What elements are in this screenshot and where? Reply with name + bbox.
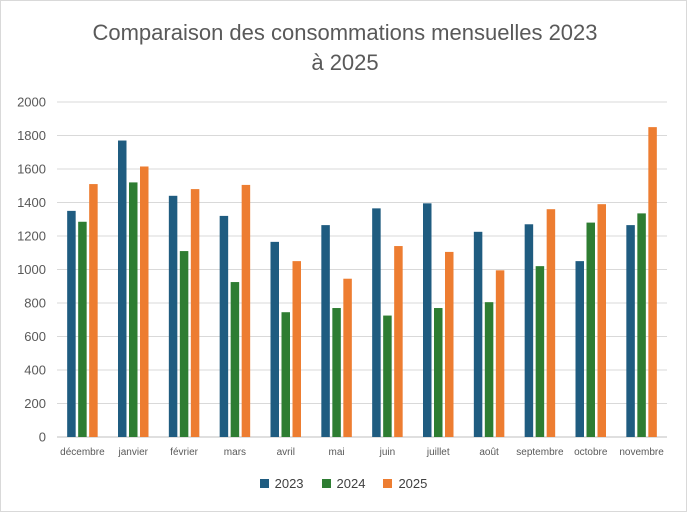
bar-2024 <box>78 221 87 437</box>
bar-2023 <box>423 203 432 437</box>
x-tick-label: mars <box>224 447 246 458</box>
x-tick-label: mai <box>329 447 345 458</box>
bar-2024 <box>434 308 443 437</box>
y-tick-label: 2000 <box>17 95 46 110</box>
bar-2025 <box>140 166 149 438</box>
y-tick-label: 1200 <box>17 229 46 244</box>
bar-2023 <box>473 231 483 437</box>
legend-item-2025: 2025 <box>383 476 427 491</box>
legend-label-2025: 2025 <box>398 476 428 491</box>
bar-2025 <box>190 189 200 437</box>
y-tick-label: 400 <box>24 363 46 378</box>
x-tick-label: avril <box>277 447 295 458</box>
bar-2023 <box>524 224 534 437</box>
bar-2025 <box>597 204 606 437</box>
bar-2025 <box>445 251 454 437</box>
y-tick-label: 1800 <box>17 128 46 143</box>
x-tick-label: novembre <box>619 447 664 458</box>
bar-2024 <box>637 213 646 437</box>
chart-title: Comparaison des consommations mensuelles… <box>40 18 650 78</box>
bar-2024 <box>230 282 240 437</box>
bar-2025 <box>546 209 556 437</box>
chart-title-line-1: Comparaison des consommations mensuelles… <box>92 20 598 45</box>
legend-item-2023: 2023 <box>259 476 304 491</box>
y-tick-label: 200 <box>24 396 46 411</box>
bar-2023 <box>270 241 279 437</box>
bar-2025 <box>394 246 403 437</box>
bar-2023 <box>118 140 127 437</box>
legend-swatch-2023 <box>259 479 269 488</box>
bar-2024 <box>586 222 595 437</box>
bar-2024 <box>129 182 138 437</box>
bar-2023 <box>168 195 178 437</box>
legend-label-2024: 2024 <box>336 476 366 491</box>
bar-2025 <box>292 261 301 437</box>
x-tick-label: juin <box>379 447 396 458</box>
bar-2025 <box>343 278 352 437</box>
x-tick-label: août <box>479 447 499 458</box>
chart-legend: 2023 2024 2025 <box>0 476 687 491</box>
x-tick-label: juillet <box>426 447 450 458</box>
x-tick-label: décembre <box>60 447 105 458</box>
bar-2024 <box>281 312 290 437</box>
bar-2024 <box>484 302 494 437</box>
x-tick-label: février <box>170 447 198 458</box>
bar-chart: 0 200 400 600 800 1000 1200 1400 1600 1800 2000 déc… <box>17 95 667 458</box>
y-tick-label: 1400 <box>17 195 46 210</box>
bar-2023 <box>626 225 635 437</box>
y-tick-label: 1600 <box>17 162 46 177</box>
bar-2023 <box>575 261 584 437</box>
bar-2024 <box>332 308 341 437</box>
chart-title-line-2: à 2025 <box>311 50 379 75</box>
bar-2024 <box>383 315 392 437</box>
bar-2025 <box>648 127 657 437</box>
x-tick-label: octobre <box>574 447 608 458</box>
bar-2023 <box>321 225 330 437</box>
bar-2023 <box>219 215 229 437</box>
x-tick-label: janvier <box>118 447 149 458</box>
y-tick-label: 1000 <box>17 262 46 277</box>
y-tick-label: 600 <box>24 329 46 344</box>
y-tick-label: 0 <box>39 430 46 445</box>
x-tick-label: septembre <box>516 447 564 458</box>
bar-2023 <box>372 208 381 437</box>
legend-label-2023: 2023 <box>274 476 304 491</box>
bar-2025 <box>241 184 251 437</box>
bar-2025 <box>89 184 98 437</box>
bar-2024 <box>535 266 545 437</box>
legend-swatch-2024 <box>321 479 331 488</box>
legend-swatch-2025 <box>383 479 393 488</box>
bar-2024 <box>179 251 189 437</box>
bar-2023 <box>67 210 76 437</box>
y-tick-label: 800 <box>24 296 46 311</box>
legend-item-2024: 2024 <box>321 476 366 491</box>
bar-2025 <box>495 270 505 437</box>
